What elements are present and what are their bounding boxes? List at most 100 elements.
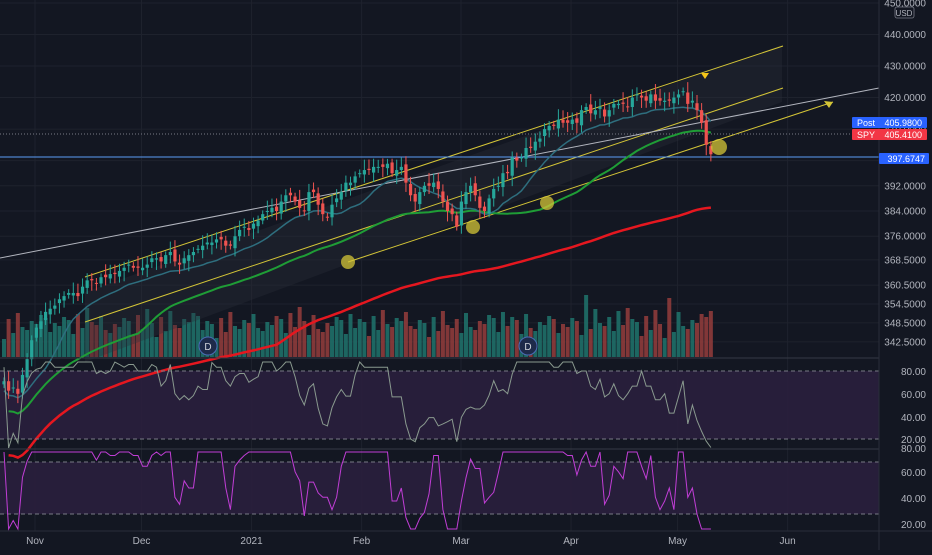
candle-body [39,321,43,329]
candle-body [344,182,348,191]
volume-bar [394,318,399,357]
volume-bar [89,322,94,357]
candle-body [575,118,579,123]
volume-bar [685,329,690,357]
candle-body [639,95,644,98]
volume-bar [436,331,441,357]
candle-body [510,157,514,176]
candle-body [607,110,611,117]
volume-bar [256,328,261,357]
osc-tick-60: 60.00 [901,468,926,479]
volume-bar [172,325,177,357]
candle-body [99,277,103,284]
volume-bar [482,324,487,357]
volume-bar [597,323,602,357]
volume-bar [579,335,584,357]
channel-mid-line [84,87,784,323]
volume-bar [676,312,681,357]
candle-body [496,185,500,187]
candle-body [473,183,477,196]
spy-label-value: 405.4100 [884,130,922,140]
volume-bar [413,329,418,357]
volume-bar [403,312,408,357]
dividend-marker-label: D [524,342,531,353]
candle-body [238,229,242,237]
rsi-tick-60: 60.00 [901,390,926,401]
volume-bar [690,320,695,357]
candle-body [136,266,140,268]
volume-bar [186,322,191,357]
volume-bar [671,332,676,357]
volume-bar [491,318,496,357]
candle-body [173,249,177,262]
volume-bar [145,309,150,357]
candle-body [404,164,408,183]
candle-body [25,359,29,378]
volume-bar [131,335,136,357]
currency-badge[interactable] [894,6,915,19]
volume-bar [376,330,381,357]
candle-body [372,166,376,173]
candle-body [265,211,269,213]
volume-bar [112,324,117,357]
candle-body [53,305,57,309]
volume-bar [648,330,653,357]
touch-circle-1 [341,255,355,269]
candle-body [542,129,547,137]
candle-body [621,102,625,104]
volume-bar [135,315,140,357]
price-axis-background [879,0,932,550]
channel-upper-line [84,45,784,278]
candle-body [556,119,560,129]
volume-bar [269,325,274,357]
volume-bar [625,308,630,357]
volume-bar [25,330,30,357]
volume-bar [417,320,422,357]
candle-body [288,192,293,196]
candle-body [390,162,394,174]
time-tick-label: Mar [452,536,470,547]
candle-body [16,388,20,394]
dividend-marker-2[interactable]: D [518,336,538,356]
candle-body [515,157,519,161]
candle-body [219,236,223,240]
candle-body [385,163,390,169]
spy-label-name: SPY [857,130,875,140]
volume-bar [459,333,464,357]
volume-bar [658,324,663,357]
volume-bar [584,295,589,357]
volume-bar [510,317,515,357]
grid [0,0,879,531]
candle-body [210,242,214,246]
volume-bar [99,316,104,357]
candle-body [108,274,112,279]
candle-body [381,164,385,167]
dividend-marker-1[interactable]: D [198,336,218,356]
volume-bar [242,320,247,357]
volume-bar [681,326,686,357]
price-tick-label: 342.5000 [884,337,926,348]
price-tick-label: 368.5000 [884,255,926,266]
volume-bar [149,323,154,357]
time-axis[interactable]: Nov Dec 2021 Feb Mar Apr May Jun [26,536,796,547]
volume-bar [427,337,432,357]
candle-body [686,92,690,104]
volume-bar [219,318,224,357]
volume-bar [283,333,288,357]
volume-bar [154,337,159,357]
volume-bar [126,321,131,357]
volume-bar [634,322,639,357]
candle-body [145,264,149,268]
candle-body [700,110,704,123]
volume-bar [320,332,325,357]
price-tick-label: 384.0000 [884,207,926,218]
volume-bar [223,332,228,357]
candle-body [330,204,334,218]
candle-body [67,292,71,295]
candle-body [321,203,325,215]
volume-bar [48,332,53,357]
volume-bar [704,317,709,357]
candle-body [113,272,117,275]
